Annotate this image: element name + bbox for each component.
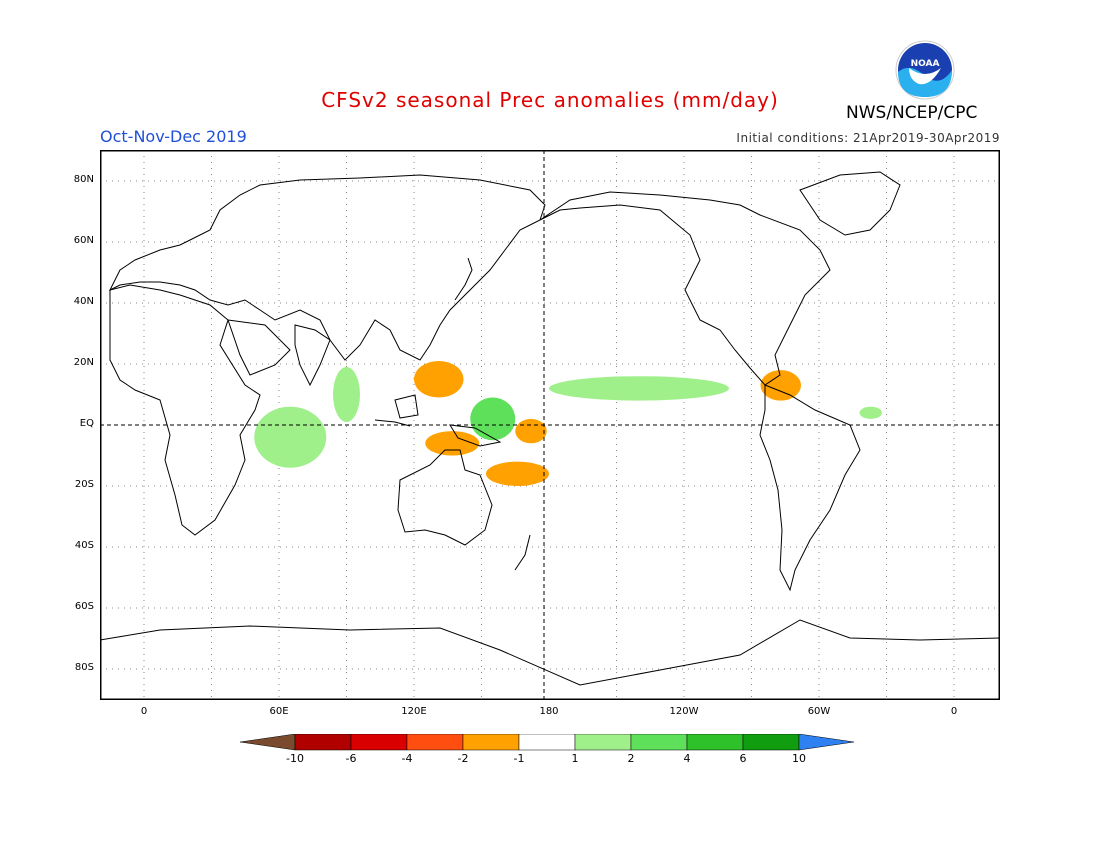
lat-label: 60N [73, 235, 94, 246]
colorbar-label: 1 [571, 752, 579, 765]
colorbar-label: -10 [286, 752, 304, 765]
colorbar-label: -2 [457, 752, 469, 765]
colorbar-box [406, 734, 464, 751]
anomaly-coral-sea-dry [486, 461, 549, 486]
anomaly-itcz-wet [549, 376, 729, 401]
anomaly-bay-of-bengal-wet [333, 367, 360, 422]
colorbar-label: -1 [513, 752, 525, 765]
lon-label: 120E [401, 706, 427, 717]
lon-label: 180 [539, 706, 559, 717]
colorbar-box [686, 734, 744, 751]
colorbar-legend [240, 734, 855, 751]
colorbar-label: 4 [683, 752, 691, 765]
coastlines [100, 171, 1000, 686]
agency-label: NWS/NCEP/CPC [846, 103, 978, 123]
colorbar-box [630, 734, 688, 751]
lat-label: 80S [74, 662, 94, 673]
season-label: Oct-Nov-Dec 2019 [100, 127, 247, 146]
precip-anomaly-map [100, 150, 1000, 700]
lat-label: 20N [73, 357, 94, 368]
lon-label: 0 [140, 706, 148, 717]
anomaly-philippine-sea-dry [414, 360, 464, 398]
colorbar-label: 6 [739, 752, 747, 765]
initial-conditions-label: Initial conditions: 21Apr2019-30Apr2019 [736, 131, 1000, 145]
lat-label: EQ [79, 418, 94, 429]
colorbar-arrow-high [798, 734, 855, 751]
colorbar-box [294, 734, 352, 751]
lon-label: 0 [950, 706, 958, 717]
noaa-logo-icon: NOAA [895, 40, 955, 100]
colorbar-box [742, 734, 800, 751]
lat-label: 40N [73, 296, 94, 307]
lon-label: 120W [669, 706, 699, 717]
lat-label: 60S [74, 601, 94, 612]
anomaly-w-pacific-dry [425, 431, 480, 456]
colorbar-label: 2 [627, 752, 635, 765]
anomaly-w-pacific-wet [470, 397, 516, 441]
colorbar-label: -4 [401, 752, 413, 765]
anomaly-regions [254, 360, 882, 486]
colorbar-label: -6 [345, 752, 357, 765]
colorbar-box [462, 734, 520, 751]
lon-label: 60E [269, 706, 289, 717]
lat-label: 20S [74, 479, 94, 490]
lat-label: 80N [73, 174, 94, 185]
svg-text:NOAA: NOAA [911, 59, 940, 69]
colorbar-label: 10 [792, 752, 806, 765]
anomaly-indian-ocean-wet [254, 406, 327, 468]
colorbar-box [350, 734, 408, 751]
map-title: CFSv2 seasonal Prec anomalies (mm/day) [321, 88, 779, 112]
lon-label: 60W [807, 706, 831, 717]
lat-label: 40S [74, 540, 94, 551]
colorbar-box [574, 734, 632, 751]
anomaly-caribbean-dry [760, 370, 801, 401]
map-frame [100, 150, 1000, 700]
anomaly-atlantic-wet [859, 406, 882, 419]
colorbar-arrow-low [240, 734, 296, 751]
colorbar-box [518, 734, 576, 751]
anomaly-c-pacific-dry [515, 418, 547, 444]
